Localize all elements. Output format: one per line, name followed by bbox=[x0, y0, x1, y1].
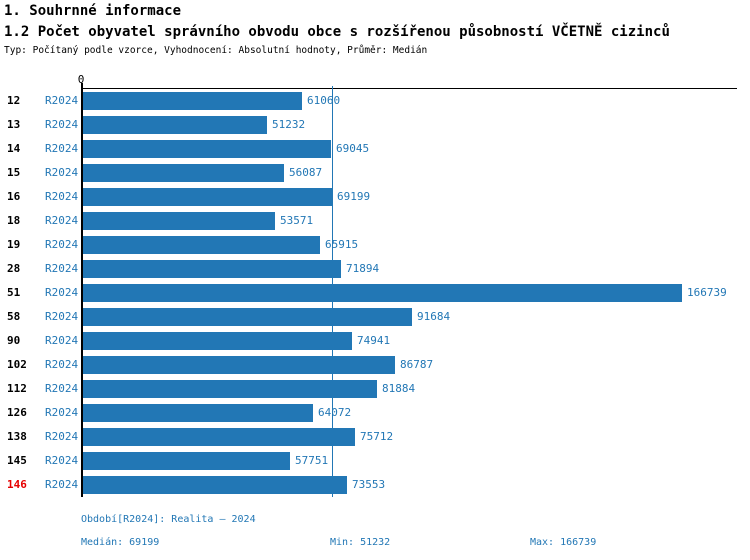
axis-origin-tick-label: 0 bbox=[77, 73, 85, 86]
row-period-label: R2024 bbox=[45, 382, 79, 395]
row-period-label: R2024 bbox=[45, 430, 79, 443]
chart-row: 14 R2024 69045 bbox=[0, 140, 750, 164]
row-period-label: R2024 bbox=[45, 238, 79, 251]
value-label: 57751 bbox=[295, 454, 329, 467]
row-period-label: R2024 bbox=[45, 358, 79, 371]
value-label: 71894 bbox=[346, 262, 380, 275]
chart-row: 58 R2024 91684 bbox=[0, 308, 750, 332]
row-index-label: 102 bbox=[7, 358, 27, 371]
row-index-label: 19 bbox=[7, 238, 21, 251]
row-index-label: 28 bbox=[7, 262, 21, 275]
value-bar bbox=[83, 164, 284, 182]
value-bar bbox=[83, 476, 347, 494]
chart-row: 12 R2024 61060 bbox=[0, 92, 750, 116]
row-period-label: R2024 bbox=[45, 190, 79, 203]
value-label: 166739 bbox=[687, 286, 727, 299]
footer-max: Max: 166739 bbox=[530, 537, 597, 548]
value-bar bbox=[83, 332, 352, 350]
value-label: 74941 bbox=[357, 334, 391, 347]
axis-vertical-line bbox=[81, 83, 83, 497]
row-index-label: 12 bbox=[7, 94, 21, 107]
row-index-label: 14 bbox=[7, 142, 21, 155]
row-period-label: R2024 bbox=[45, 454, 79, 467]
value-bar bbox=[83, 212, 275, 230]
row-period-label: R2024 bbox=[45, 142, 79, 155]
row-index-label: 18 bbox=[7, 214, 21, 227]
row-period-label: R2024 bbox=[45, 478, 79, 491]
row-index-label: 51 bbox=[7, 286, 21, 299]
row-period-label: R2024 bbox=[45, 334, 79, 347]
row-index-label: 90 bbox=[7, 334, 21, 347]
row-index-label: 58 bbox=[7, 310, 21, 323]
value-bar bbox=[83, 404, 313, 422]
row-period-label: R2024 bbox=[45, 286, 79, 299]
chart-row: 15 R2024 56087 bbox=[0, 164, 750, 188]
value-bar bbox=[83, 284, 682, 302]
value-bar bbox=[83, 380, 377, 398]
footer-min: Min: 51232 bbox=[330, 537, 391, 548]
chart-row: 19 R2024 65915 bbox=[0, 236, 750, 260]
chart-row: 138 R2024 75712 bbox=[0, 428, 750, 452]
value-label: 53571 bbox=[280, 214, 314, 227]
footer-period: Období[R2024]: Realita – 2024 bbox=[81, 514, 256, 525]
value-bar bbox=[83, 308, 412, 326]
row-index-label: 126 bbox=[7, 406, 27, 419]
chart-subtitle: Typ: Počítaný podle vzorce, Vyhodnocení:… bbox=[4, 45, 428, 56]
value-label: 91684 bbox=[417, 310, 451, 323]
value-bar bbox=[83, 428, 355, 446]
chart-row: 145 R2024 57751 bbox=[0, 452, 750, 476]
chart-row: 13 R2024 51232 bbox=[0, 116, 750, 140]
row-period-label: R2024 bbox=[45, 310, 79, 323]
indicator-title: 1.2 Počet obyvatel správního obvodu obce… bbox=[4, 24, 670, 40]
row-period-label: R2024 bbox=[45, 94, 79, 107]
value-label: 81884 bbox=[382, 382, 416, 395]
row-index-label: 146 bbox=[7, 478, 27, 491]
chart-row: 51 R2024 166739 bbox=[0, 284, 750, 308]
value-label: 75712 bbox=[360, 430, 394, 443]
value-bar bbox=[83, 92, 302, 110]
chart-row: 18 R2024 53571 bbox=[0, 212, 750, 236]
row-period-label: R2024 bbox=[45, 406, 79, 419]
row-index-label: 145 bbox=[7, 454, 27, 467]
value-label: 51232 bbox=[272, 118, 306, 131]
value-bar bbox=[83, 188, 332, 206]
chart-row: 16 R2024 69199 bbox=[0, 188, 750, 212]
value-label: 56087 bbox=[289, 166, 323, 179]
row-period-label: R2024 bbox=[45, 214, 79, 227]
value-label: 69199 bbox=[337, 190, 371, 203]
value-label: 65915 bbox=[325, 238, 359, 251]
footer-median: Medián: 69199 bbox=[81, 537, 160, 548]
chart-row: 112 R2024 81884 bbox=[0, 380, 750, 404]
value-label: 69045 bbox=[336, 142, 370, 155]
value-label: 86787 bbox=[400, 358, 434, 371]
value-bar bbox=[83, 236, 320, 254]
row-index-label: 13 bbox=[7, 118, 21, 131]
chart-row: 28 R2024 71894 bbox=[0, 260, 750, 284]
row-period-label: R2024 bbox=[45, 166, 79, 179]
row-period-label: R2024 bbox=[45, 262, 79, 275]
value-label: 61060 bbox=[307, 94, 341, 107]
row-index-label: 138 bbox=[7, 430, 27, 443]
value-bar bbox=[83, 140, 331, 158]
chart-row: 90 R2024 74941 bbox=[0, 332, 750, 356]
value-bar bbox=[83, 260, 341, 278]
chart-rows: 12 R2024 61060 13 R2024 51232 14 R2024 69045 15 R2… bbox=[0, 92, 750, 500]
chart-row: 126 R2024 64072 bbox=[0, 404, 750, 428]
value-label: 73553 bbox=[352, 478, 386, 491]
row-index-label: 16 bbox=[7, 190, 21, 203]
row-index-label: 112 bbox=[7, 382, 27, 395]
chart-row: 102 R2024 86787 bbox=[0, 356, 750, 380]
row-period-label: R2024 bbox=[45, 118, 79, 131]
chart-row: 146 R2024 73553 bbox=[0, 476, 750, 500]
value-label: 64072 bbox=[318, 406, 352, 419]
row-index-label: 15 bbox=[7, 166, 21, 179]
section-title: 1. Souhrnné informace bbox=[4, 3, 182, 19]
axis-top-line bbox=[81, 88, 737, 89]
value-bar bbox=[83, 356, 395, 374]
value-bar bbox=[83, 452, 290, 470]
value-bar bbox=[83, 116, 267, 134]
